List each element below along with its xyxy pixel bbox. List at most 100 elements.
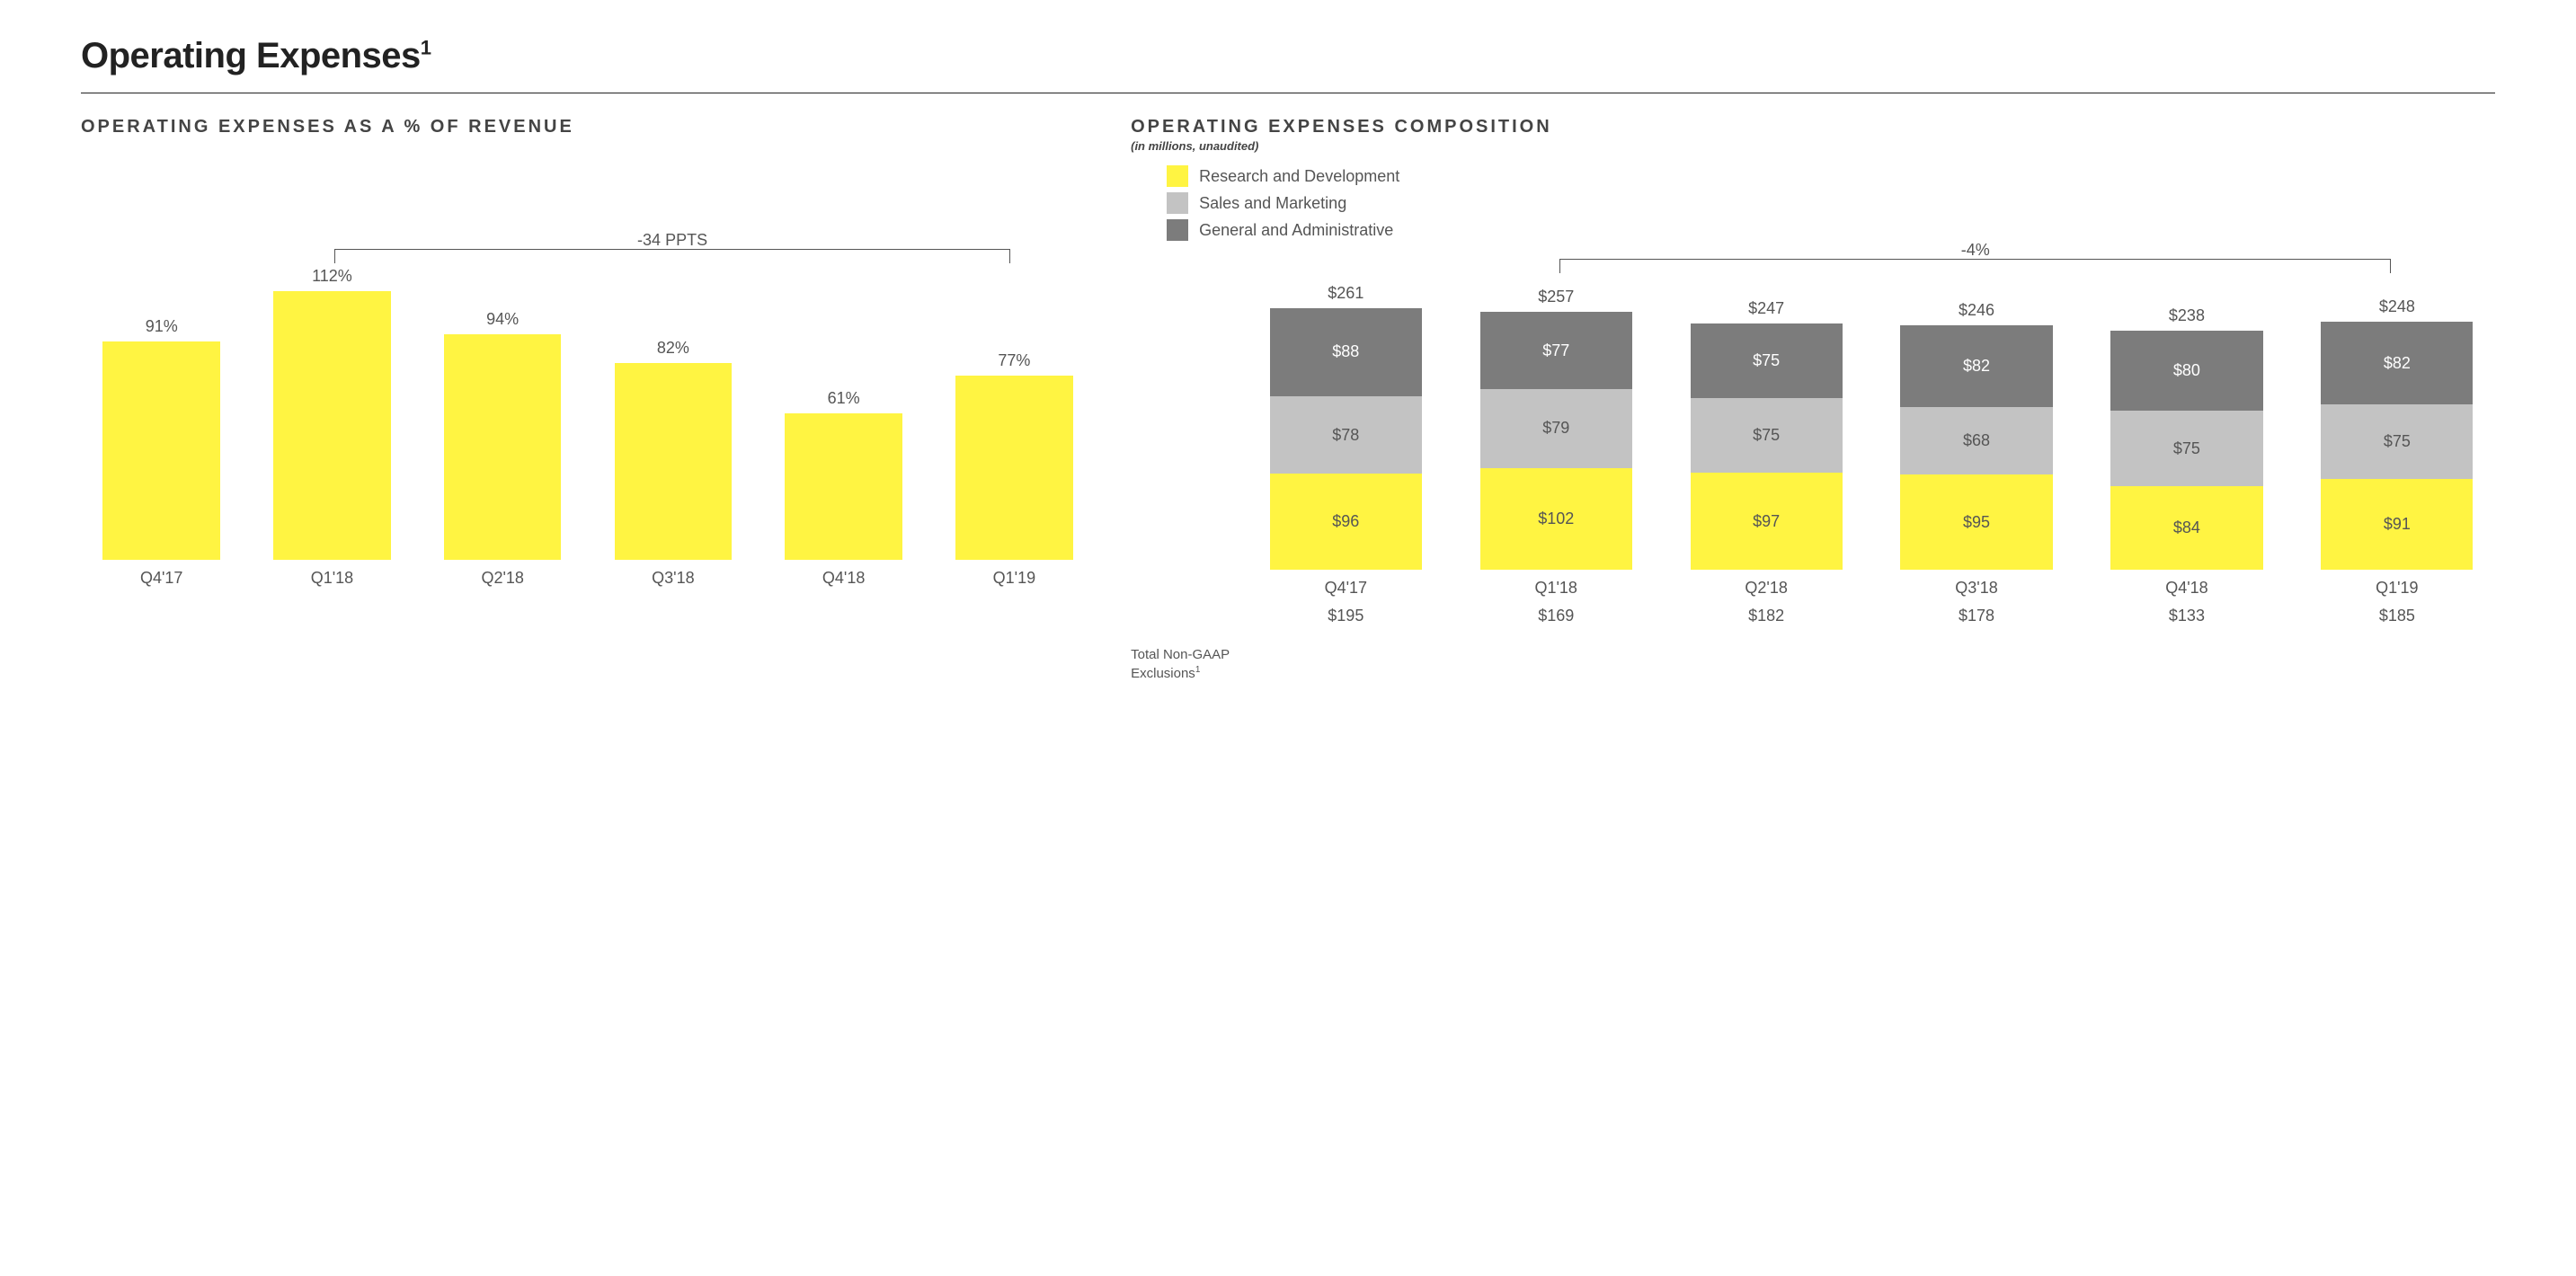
legend-label: General and Administrative [1199, 221, 1393, 240]
bar [444, 334, 562, 560]
segment-sm: $79 [1480, 389, 1632, 468]
bar-column: 77% [939, 351, 1089, 560]
xaxis-label: Q4'17 [86, 569, 236, 588]
xaxis-label: Q2'18 [1674, 579, 1859, 598]
xaxis-label: Q4'18 [768, 569, 919, 588]
xaxis-label: Q1'18 [1463, 579, 1648, 598]
bar-value-label: 94% [486, 310, 519, 329]
segment-rd: $84 [2110, 486, 2262, 570]
legend: Research and Development Sales and Market… [1167, 165, 2495, 241]
stacked-bar-column: $247$97$75$75 [1674, 299, 1859, 570]
xaxis-label: Q3'18 [598, 569, 748, 588]
nongaap-label: Total Non-GAAP Exclusions1 [1131, 598, 1239, 682]
nongaap-value: $185 [2305, 607, 2490, 625]
left-bar-chart: 91%112%94%82%61%77% [81, 272, 1095, 560]
bar-value-label: 82% [657, 339, 689, 358]
page-title-sup: 1 [421, 37, 431, 59]
bar-column: 91% [86, 317, 236, 560]
stacked-bar-column: $257 $102$79$77 [1463, 288, 1648, 570]
stacked-bar: $95$68$82 [1900, 325, 2052, 570]
segment-sm: $75 [1691, 398, 1843, 473]
bar-value-label: 77% [998, 351, 1030, 370]
bar [615, 363, 733, 560]
legend-label: Research and Development [1199, 167, 1399, 186]
left-xaxis: Q4'17 Q1'18 Q2'18 Q3'18 Q4'18 Q1'19 [81, 560, 1095, 588]
segment-sm: $75 [2321, 404, 2473, 479]
nongaap-value: $182 [1674, 607, 1859, 625]
page-title: Operating Expenses1 [81, 36, 2495, 76]
left-chart-panel: OPERATING EXPENSES AS A % OF REVENUE -34… [81, 117, 1095, 588]
charts-row: OPERATING EXPENSES AS A % OF REVENUE -34… [81, 117, 2495, 682]
bracket-line [1559, 259, 2391, 273]
right-chart-subtitle: (in millions, unaudited) [1131, 139, 2495, 153]
bracket-label: -34 PPTS [637, 231, 707, 250]
bar [273, 291, 391, 560]
segment-sm: $68 [1900, 407, 2052, 475]
segment-ga: $77 [1480, 312, 1632, 389]
segment-sm: $75 [2110, 411, 2262, 485]
xaxis-label: Q2'18 [427, 569, 577, 588]
bar-total-label: $246 [1959, 301, 1994, 320]
right-xaxis: Q4'17Q1'18Q2'18Q3'18Q4'18Q1'19 [1248, 570, 2495, 598]
xaxis-label: Q1'18 [257, 569, 407, 588]
stacked-bar: $96$78$88 [1270, 308, 1422, 570]
right-chart-title: OPERATING EXPENSES COMPOSITION [1131, 117, 2495, 137]
nongaap-value: $178 [1884, 607, 2069, 625]
stacked-bar: $102$79$77 [1480, 312, 1632, 570]
left-chart-title: OPERATING EXPENSES AS A % OF REVENUE [81, 117, 1095, 137]
bar-total-label: $247 [1748, 299, 1784, 318]
segment-ga: $75 [1691, 323, 1843, 398]
legend-item: Research and Development [1167, 165, 2495, 187]
nongaap-value: $195 [1253, 607, 1438, 625]
bar-total-label: $257 [1538, 288, 1574, 306]
stacked-bar: $97$75$75 [1691, 323, 1843, 570]
stacked-bar-column: $246 $95$68$82 [1884, 301, 2069, 570]
bracket-line [334, 249, 1010, 263]
stacked-bar-column: $238 $84$75$80 [2094, 306, 2279, 570]
xaxis-label: Q1'19 [939, 569, 1089, 588]
stacked-bar-column: $248 $91$75$82 [2305, 297, 2490, 570]
bar-value-label: 112% [312, 267, 352, 286]
xaxis-label: Q1'19 [2305, 579, 2490, 598]
segment-rd: $91 [2321, 479, 2473, 570]
bar [102, 341, 220, 560]
bracket-label: -4% [1961, 241, 1990, 260]
segment-sm: $78 [1270, 396, 1422, 474]
nongaap-label-sup: 1 [1195, 665, 1201, 675]
page-title-text: Operating Expenses [81, 36, 421, 75]
legend-label: Sales and Marketing [1199, 194, 1346, 213]
legend-swatch [1167, 219, 1188, 241]
bar-column: 94% [427, 310, 577, 560]
bar-column: 112% [257, 267, 407, 560]
xaxis-label: Q4'17 [1253, 579, 1438, 598]
right-bracket: -4% [1248, 246, 2495, 277]
segment-rd: $96 [1270, 474, 1422, 570]
left-bracket: -34 PPTS [81, 236, 1095, 267]
xaxis-label: Q4'18 [2094, 579, 2279, 598]
segment-rd: $102 [1480, 468, 1632, 570]
segment-ga: $82 [1900, 325, 2052, 407]
legend-swatch [1167, 192, 1188, 214]
nongaap-label-text: Total Non-GAAP Exclusions [1131, 647, 1230, 681]
segment-rd: $97 [1691, 473, 1843, 570]
segment-ga: $80 [2110, 331, 2262, 411]
segment-ga: $88 [1270, 308, 1422, 396]
legend-swatch [1167, 165, 1188, 187]
nongaap-value: $169 [1463, 607, 1648, 625]
bar-total-label: $238 [2169, 306, 2205, 325]
nongaap-values-row: $195 $169 $182 $178 $133 $185 [1248, 598, 2495, 625]
legend-item: Sales and Marketing [1167, 192, 2495, 214]
bar [955, 376, 1073, 560]
bar-value-label: 91% [146, 317, 178, 336]
bar-total-label: $261 [1328, 284, 1364, 303]
segment-rd: $95 [1900, 474, 2052, 570]
legend-item: General and Administrative [1167, 219, 2495, 241]
bar-total-label: $248 [2379, 297, 2415, 316]
stacked-bar: $84$75$80 [2110, 331, 2262, 570]
segment-ga: $82 [2321, 322, 2473, 403]
right-stacked-chart: $261$96$78$88$257$102$79$77$247$97$75$75… [1248, 282, 2495, 570]
bar-column: 61% [768, 389, 919, 560]
nongaap-value: $133 [2094, 607, 2279, 625]
bar-value-label: 61% [828, 389, 860, 408]
bar [785, 413, 902, 560]
